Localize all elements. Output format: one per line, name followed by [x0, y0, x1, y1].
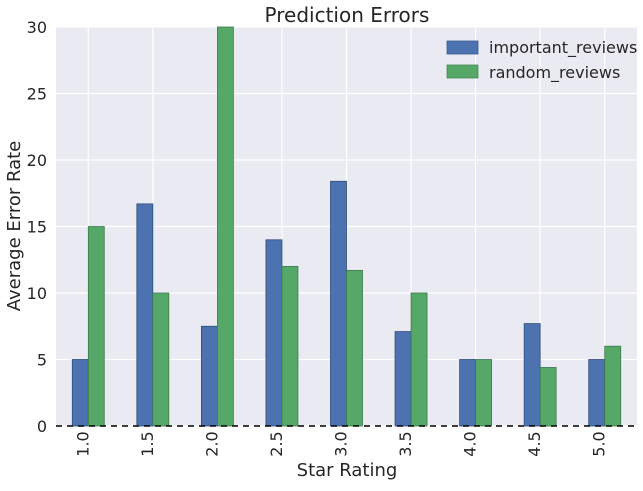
chart-title: Prediction Errors [265, 3, 430, 27]
x-tick-label: 1.5 [138, 431, 157, 456]
y-tick-label: 0 [37, 417, 47, 436]
random-reviews-bar [87, 226, 105, 427]
legend-label-important-reviews: important_reviews [489, 38, 637, 58]
y-tick-label: 10 [27, 284, 47, 303]
x-tick-label: 3.0 [332, 431, 351, 456]
y-tick-label: 15 [27, 218, 47, 237]
x-tick-label: 4.0 [461, 431, 480, 456]
y-tick-label: 30 [27, 18, 47, 37]
important-reviews-bar [394, 331, 412, 427]
y-tick-label: 5 [37, 351, 47, 370]
y-tick-label: 20 [27, 151, 47, 170]
important-reviews-bar [71, 359, 89, 427]
important-reviews-bar [265, 239, 283, 427]
x-tick-label: 3.5 [396, 431, 415, 456]
bars [71, 26, 622, 427]
random-reviews-bar [152, 292, 170, 427]
x-tick-label: 1.0 [73, 431, 92, 456]
legend: important_reviews random_reviews [446, 38, 637, 83]
y-tick-label: 25 [27, 85, 47, 104]
important-reviews-bar [588, 359, 606, 427]
x-tick-label: 2.0 [202, 431, 221, 456]
random-reviews-bar [604, 345, 622, 427]
important-reviews-bar [200, 325, 218, 427]
important-reviews-bar [136, 203, 154, 427]
important-reviews-bar [459, 359, 477, 427]
random-reviews-bar [539, 367, 557, 427]
random-reviews-bar [475, 359, 493, 427]
important-reviews-bar [523, 323, 541, 427]
random-reviews-bar [410, 292, 428, 427]
random-reviews-bar [281, 265, 299, 427]
random-reviews-bar [346, 269, 363, 427]
legend-label-random-reviews: random_reviews [489, 63, 620, 83]
y-axis-label: Average Error Rate [4, 141, 25, 312]
x-axis-label: Star Rating [297, 460, 398, 481]
legend-swatch-important-reviews [446, 40, 479, 55]
x-tick-label: 2.5 [267, 431, 286, 456]
x-tick-label: 5.0 [590, 431, 609, 456]
important-reviews-bar [330, 180, 347, 427]
axes: 0 5 10 15 20 25 30 1.0 1.5 2.0 2.5 3.0 3.5 4.0 4.5 5.0 [27, 18, 609, 457]
random-reviews-bar [216, 26, 234, 427]
x-tick-label: 4.5 [525, 431, 544, 456]
legend-swatch-random-reviews [446, 64, 479, 79]
